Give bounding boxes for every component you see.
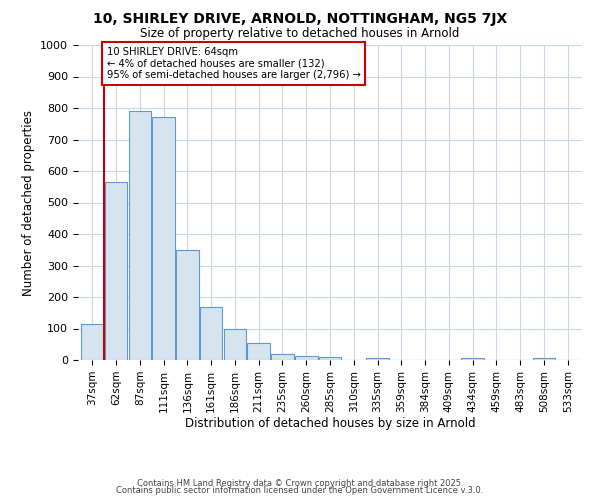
Text: Contains HM Land Registry data © Crown copyright and database right 2025.: Contains HM Land Registry data © Crown c… bbox=[137, 478, 463, 488]
Bar bbox=[533, 358, 555, 360]
Bar bbox=[366, 358, 389, 360]
Y-axis label: Number of detached properties: Number of detached properties bbox=[22, 110, 35, 296]
Bar bbox=[271, 354, 294, 360]
Bar bbox=[176, 250, 199, 360]
Text: Size of property relative to detached houses in Arnold: Size of property relative to detached ho… bbox=[140, 28, 460, 40]
Text: 10, SHIRLEY DRIVE, ARNOLD, NOTTINGHAM, NG5 7JX: 10, SHIRLEY DRIVE, ARNOLD, NOTTINGHAM, N… bbox=[93, 12, 507, 26]
Bar bbox=[295, 356, 317, 360]
Bar bbox=[247, 342, 270, 360]
Bar bbox=[152, 118, 175, 360]
Bar bbox=[128, 111, 151, 360]
Text: Contains public sector information licensed under the Open Government Licence v.: Contains public sector information licen… bbox=[116, 486, 484, 495]
Bar bbox=[105, 182, 127, 360]
Bar bbox=[200, 307, 223, 360]
Bar bbox=[319, 357, 341, 360]
Bar bbox=[461, 358, 484, 360]
Text: 10 SHIRLEY DRIVE: 64sqm
← 4% of detached houses are smaller (132)
95% of semi-de: 10 SHIRLEY DRIVE: 64sqm ← 4% of detached… bbox=[107, 46, 361, 80]
X-axis label: Distribution of detached houses by size in Arnold: Distribution of detached houses by size … bbox=[185, 418, 475, 430]
Bar bbox=[224, 328, 246, 360]
Bar bbox=[81, 324, 104, 360]
